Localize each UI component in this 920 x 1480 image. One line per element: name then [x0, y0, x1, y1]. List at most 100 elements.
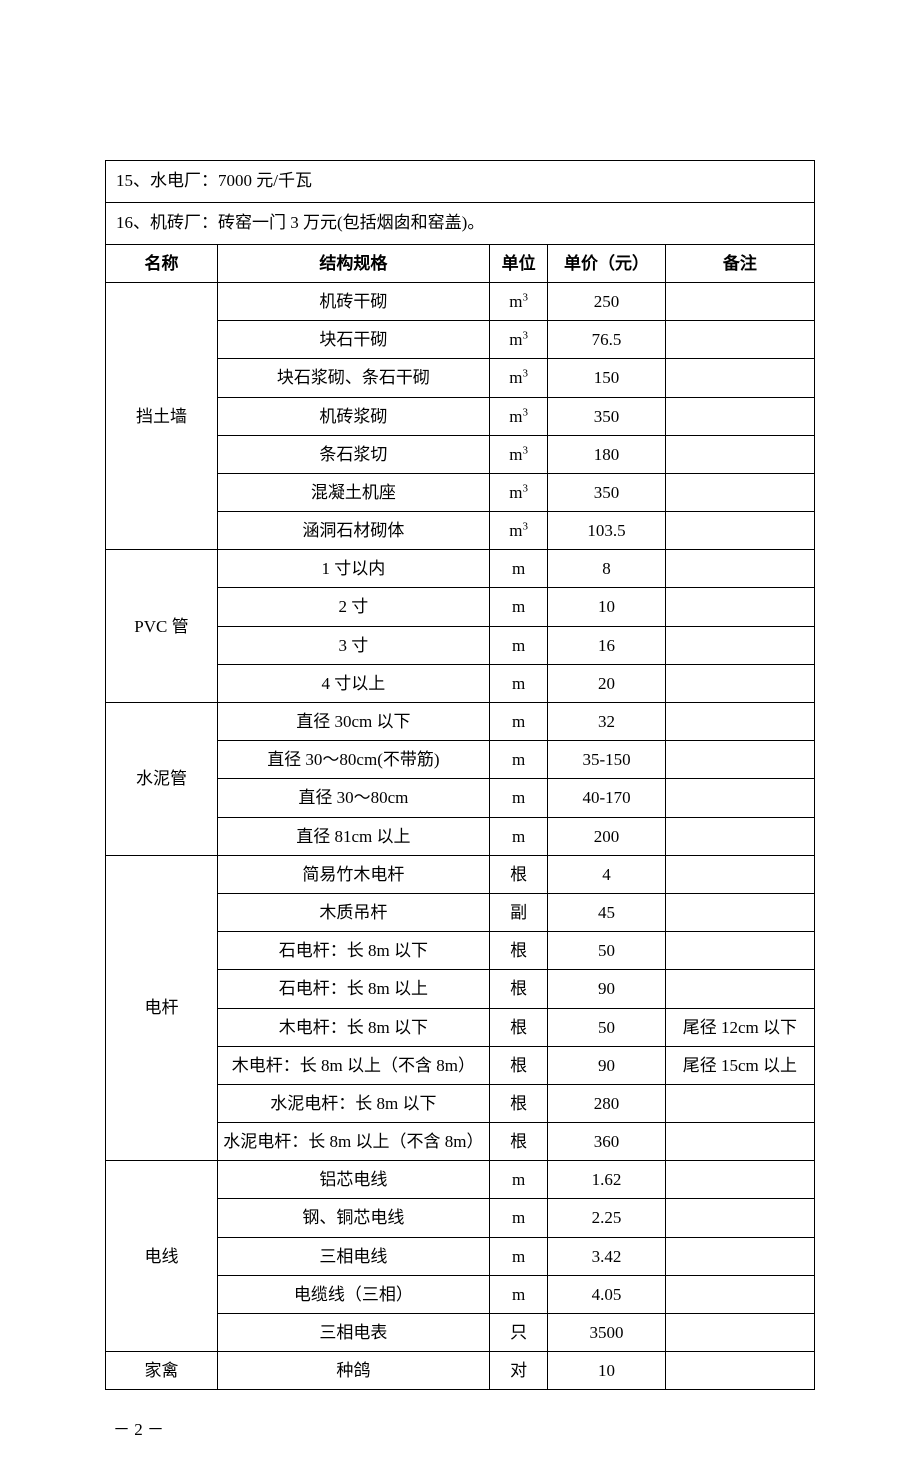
cell-remark: [665, 1314, 814, 1352]
cell-price: 2.25: [548, 1199, 665, 1237]
cell-remark: 尾径 12cm 以下: [665, 1008, 814, 1046]
cell-remark: [665, 817, 814, 855]
cell-unit: m3: [489, 397, 548, 435]
cell-remark: [665, 359, 814, 397]
cell-spec: 钢、铜芯电线: [217, 1199, 489, 1237]
cell-price: 250: [548, 282, 665, 320]
cell-unit: m: [489, 1237, 548, 1275]
col-header-spec: 结构规格: [217, 244, 489, 282]
header-note-table: 15、水电厂：7000 元/千瓦 16、机砖厂：砖窑一门 3 万元(包括烟囱和窑…: [105, 160, 815, 245]
cell-price: 8: [548, 550, 665, 588]
cell-unit: m: [489, 626, 548, 664]
cell-remark: [665, 1161, 814, 1199]
cell-price: 35-150: [548, 741, 665, 779]
cell-remark: [665, 664, 814, 702]
cell-spec: 种鸽: [217, 1352, 489, 1390]
cell-price: 350: [548, 397, 665, 435]
cell-spec: 块石浆砌、条石干砌: [217, 359, 489, 397]
table-row: 电杆简易竹木电杆根4: [106, 855, 815, 893]
cell-spec: 水泥电杆：长 8m 以下: [217, 1084, 489, 1122]
cell-remark: [665, 1237, 814, 1275]
col-header-remark: 备注: [665, 244, 814, 282]
cell-unit: 根: [489, 970, 548, 1008]
cell-unit: 只: [489, 1314, 548, 1352]
cell-unit: m: [489, 1161, 548, 1199]
cell-name: 水泥管: [106, 703, 218, 856]
cell-unit: m3: [489, 359, 548, 397]
cell-unit: m3: [489, 473, 548, 511]
cell-price: 20: [548, 664, 665, 702]
cell-spec: 三相电表: [217, 1314, 489, 1352]
cell-spec: 涵洞石材砌体: [217, 512, 489, 550]
cell-price: 10: [548, 588, 665, 626]
cell-spec: 铝芯电线: [217, 1161, 489, 1199]
cell-remark: [665, 321, 814, 359]
table-row: 家禽种鸽对10: [106, 1352, 815, 1390]
cell-unit: 根: [489, 1046, 548, 1084]
cell-remark: [665, 970, 814, 1008]
col-header-name: 名称: [106, 244, 218, 282]
cell-price: 200: [548, 817, 665, 855]
cell-price: 180: [548, 435, 665, 473]
cell-unit: m: [489, 588, 548, 626]
cell-spec: 混凝土机座: [217, 473, 489, 511]
cell-unit: m: [489, 664, 548, 702]
cell-unit: m3: [489, 435, 548, 473]
cell-remark: [665, 741, 814, 779]
cell-spec: 水泥电杆：长 8m 以上（不含 8m）: [217, 1123, 489, 1161]
col-header-price: 单价（元）: [548, 244, 665, 282]
cell-price: 90: [548, 970, 665, 1008]
price-table: 名称 结构规格 单位 单价（元） 备注 挡土墙机砖干砌m3250块石干砌m376…: [105, 244, 815, 1391]
cell-unit: m: [489, 779, 548, 817]
cell-spec: 木电杆：长 8m 以下: [217, 1008, 489, 1046]
cell-price: 3.42: [548, 1237, 665, 1275]
cell-remark: [665, 550, 814, 588]
cell-spec: 3 寸: [217, 626, 489, 664]
cell-remark: [665, 1123, 814, 1161]
cell-price: 3500: [548, 1314, 665, 1352]
col-header-unit: 单位: [489, 244, 548, 282]
cell-remark: [665, 1199, 814, 1237]
cell-spec: 直径 30cm 以下: [217, 703, 489, 741]
cell-price: 90: [548, 1046, 665, 1084]
cell-spec: 石电杆：长 8m 以上: [217, 970, 489, 1008]
cell-remark: [665, 473, 814, 511]
cell-remark: [665, 512, 814, 550]
cell-remark: [665, 435, 814, 473]
cell-name: 家禽: [106, 1352, 218, 1390]
table-row: 挡土墙机砖干砌m3250: [106, 282, 815, 320]
cell-unit: m: [489, 703, 548, 741]
cell-unit: 根: [489, 932, 548, 970]
cell-remark: [665, 626, 814, 664]
cell-price: 40-170: [548, 779, 665, 817]
table-body: 挡土墙机砖干砌m3250块石干砌m376.5块石浆砌、条石干砌m3150机砖浆砌…: [106, 282, 815, 1389]
cell-unit: 根: [489, 855, 548, 893]
cell-spec: 木电杆：长 8m 以上（不含 8m）: [217, 1046, 489, 1084]
cell-name: PVC 管: [106, 550, 218, 703]
cell-remark: [665, 703, 814, 741]
cell-remark: [665, 397, 814, 435]
cell-unit: 根: [489, 1084, 548, 1122]
cell-remark: [665, 855, 814, 893]
cell-spec: 机砖干砌: [217, 282, 489, 320]
cell-price: 150: [548, 359, 665, 397]
cell-remark: [665, 932, 814, 970]
cell-price: 360: [548, 1123, 665, 1161]
cell-remark: [665, 1275, 814, 1313]
cell-spec: 三相电线: [217, 1237, 489, 1275]
cell-name: 电杆: [106, 855, 218, 1161]
cell-price: 103.5: [548, 512, 665, 550]
cell-unit: 对: [489, 1352, 548, 1390]
cell-unit: m: [489, 741, 548, 779]
cell-price: 50: [548, 932, 665, 970]
cell-name: 挡土墙: [106, 282, 218, 549]
table-row: PVC 管1 寸以内m8: [106, 550, 815, 588]
cell-remark: [665, 1084, 814, 1122]
cell-unit: 根: [489, 1008, 548, 1046]
cell-remark: [665, 893, 814, 931]
cell-spec: 石电杆：长 8m 以下: [217, 932, 489, 970]
cell-price: 4: [548, 855, 665, 893]
header-note-16: 16、机砖厂：砖窑一门 3 万元(包括烟囱和窑盖)。: [106, 202, 815, 244]
cell-unit: m3: [489, 512, 548, 550]
cell-unit: 副: [489, 893, 548, 931]
